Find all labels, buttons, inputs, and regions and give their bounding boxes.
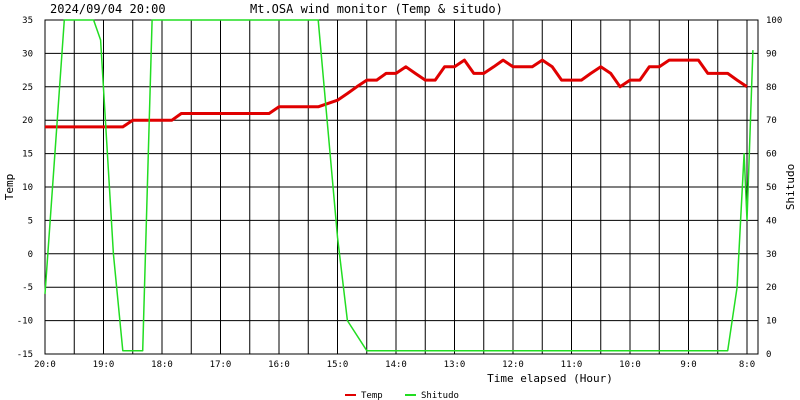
y-right-tick-label: 20 bbox=[766, 283, 777, 293]
y-left-tick-label: 10 bbox=[22, 183, 33, 193]
y-left-tick-label: -10 bbox=[17, 317, 33, 327]
y-right-tick-label: 30 bbox=[766, 250, 777, 260]
series-line-temp bbox=[45, 58, 748, 129]
x-tick-label: 11:0 bbox=[561, 360, 583, 370]
x-tick-label: 9:0 bbox=[680, 360, 696, 370]
series-line-shitudo bbox=[44, 19, 754, 352]
y-right-tick-label: 0 bbox=[766, 350, 771, 360]
y-right-axis-label: Shitudo bbox=[784, 164, 797, 210]
y-left-tick-label: 0 bbox=[28, 250, 33, 260]
y-left-tick-label: 15 bbox=[22, 150, 33, 160]
y-right-tick-label: 60 bbox=[766, 150, 777, 160]
chart-datetime: 2024/09/04 20:00 bbox=[50, 2, 166, 16]
x-axis-label: Time elapsed (Hour) bbox=[487, 372, 613, 385]
y-left-tick-label: 25 bbox=[22, 83, 33, 93]
y-left-tick-label: 35 bbox=[22, 16, 33, 26]
legend: Temp Shitudo bbox=[345, 391, 459, 400]
x-ticks: 20:0 19:0 18:0 17:0 16:0 15:0 14:0 13:0 12:0 11:0… bbox=[34, 360, 755, 370]
y-right-tick-label: 80 bbox=[766, 83, 777, 93]
y-left-tick-label: -5 bbox=[22, 283, 33, 293]
y-right-tick-label: 90 bbox=[766, 49, 777, 59]
legend-temp-label: Temp bbox=[361, 391, 383, 400]
x-tick-label: 15:0 bbox=[327, 360, 349, 370]
y-right-tick-label: 40 bbox=[766, 216, 777, 226]
x-tick-label: 17:0 bbox=[210, 360, 232, 370]
x-tick-label: 16:0 bbox=[268, 360, 290, 370]
y-left-ticks: 35 30 25 20 15 10 5 0 -5 -10 -15 bbox=[17, 16, 33, 360]
x-tick-label: 12:0 bbox=[502, 360, 524, 370]
y-left-tick-label: 20 bbox=[22, 116, 33, 126]
y-left-tick-label: 30 bbox=[22, 49, 33, 59]
y-left-tick-label: -15 bbox=[17, 350, 33, 360]
x-tick-label: 19:0 bbox=[93, 360, 115, 370]
y-right-tick-label: 70 bbox=[766, 116, 777, 126]
x-tick-label: 18:0 bbox=[151, 360, 173, 370]
legend-shitudo-label: Shitudo bbox=[421, 391, 459, 400]
x-tick-label: 14:0 bbox=[385, 360, 407, 370]
y-right-tick-label: 10 bbox=[766, 317, 777, 327]
y-left-tick-label: 5 bbox=[28, 216, 33, 226]
x-tick-label: 10:0 bbox=[619, 360, 641, 370]
x-tick-label: 13:0 bbox=[444, 360, 466, 370]
x-tick-label: 8:0 bbox=[739, 360, 755, 370]
x-tick-label: 20:0 bbox=[34, 360, 56, 370]
y-right-tick-label: 100 bbox=[766, 16, 782, 26]
chart-title: Mt.OSA wind monitor (Temp & situdo) bbox=[250, 2, 503, 16]
series-layer bbox=[44, 19, 754, 352]
y-right-tick-label: 50 bbox=[766, 183, 777, 193]
y-left-axis-label: Temp bbox=[3, 174, 16, 201]
